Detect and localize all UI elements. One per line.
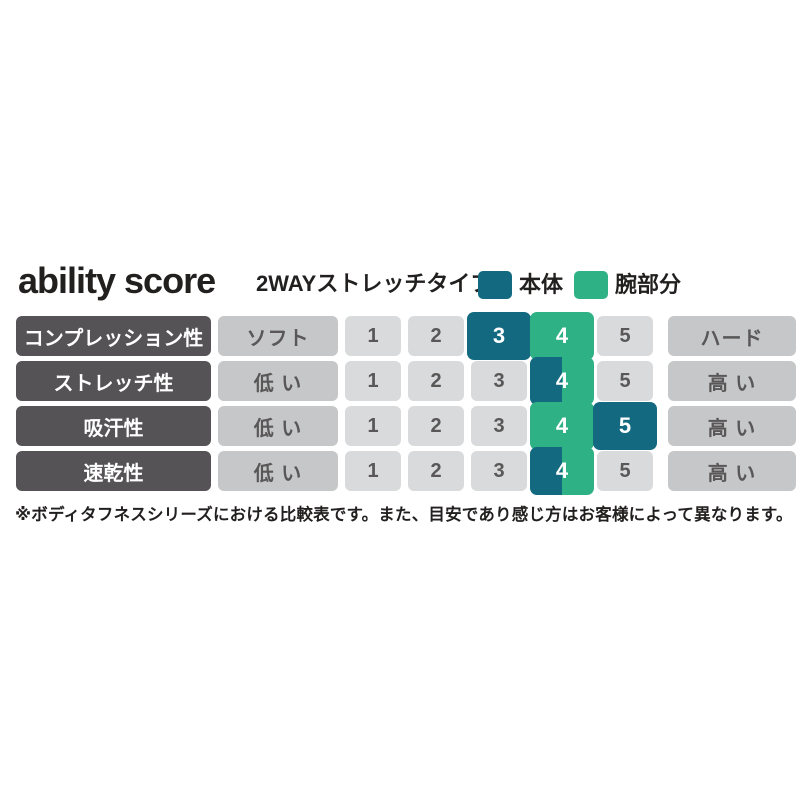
page-title: ability score: [18, 260, 216, 301]
table-row-compression: コンプレッション性 ソフト 1 2 3 4 5 ハード: [0, 312, 800, 360]
low-end-label: ソフト: [218, 316, 338, 356]
score-cell-2: 2: [408, 406, 464, 446]
score-cell-3-body-highlight: 3: [467, 312, 531, 360]
score-cell-5-body-highlight: 5: [593, 402, 657, 450]
row-header: ストレッチ性: [16, 361, 211, 401]
score-cell-5: 5: [597, 451, 653, 491]
score-cell-1: 1: [345, 451, 401, 491]
score-cell-2: 2: [408, 451, 464, 491]
score-cell-2: 2: [408, 361, 464, 401]
score-cell-5: 5: [597, 361, 653, 401]
legend-swatch-arm-icon: [574, 271, 608, 299]
high-end-label: 高 い: [668, 361, 796, 401]
high-end-label: ハード: [668, 316, 796, 356]
score-cell-3: 3: [471, 361, 527, 401]
score-cell-2: 2: [408, 316, 464, 356]
score-cell-4-arm-highlight: 4: [530, 402, 594, 450]
low-end-label: 低 い: [218, 451, 338, 491]
score-cell-1: 1: [345, 316, 401, 356]
disclaimer-footnote: ※ボディタフネスシリーズにおける比較表です。また、目安であり感じ方はお客様によっ…: [15, 506, 793, 524]
legend-swatch-body-icon: [478, 271, 512, 299]
score-cell-4-arm-highlight: 4: [530, 312, 594, 360]
score-cell-4-body-arm-highlight: 4: [530, 357, 594, 405]
table-row-sweat-absorption: 吸汗性 低 い 1 2 3 4 5 高 い: [0, 402, 800, 450]
score-cell-5: 5: [597, 316, 653, 356]
score-cell-3: 3: [471, 406, 527, 446]
legend-label-body: 本体: [519, 272, 564, 297]
table-row-stretch: ストレッチ性 低 い 1 2 3 4 5 高 い: [0, 357, 800, 405]
legend-label-arm: 腕部分: [615, 272, 682, 297]
score-cell-4-body-arm-highlight: 4: [530, 447, 594, 495]
row-header: コンプレッション性: [16, 316, 211, 356]
low-end-label: 低 い: [218, 406, 338, 446]
row-header: 速乾性: [16, 451, 211, 491]
score-cell-3: 3: [471, 451, 527, 491]
low-end-label: 低 い: [218, 361, 338, 401]
row-header: 吸汗性: [16, 406, 211, 446]
high-end-label: 高 い: [668, 451, 796, 491]
high-end-label: 高 い: [668, 406, 796, 446]
product-type-label: 2WAYストレッチタイプ: [256, 271, 493, 296]
table-row-quick-dry: 速乾性 低 い 1 2 3 4 5 高 い: [0, 447, 800, 495]
score-cell-1: 1: [345, 406, 401, 446]
score-cell-1: 1: [345, 361, 401, 401]
